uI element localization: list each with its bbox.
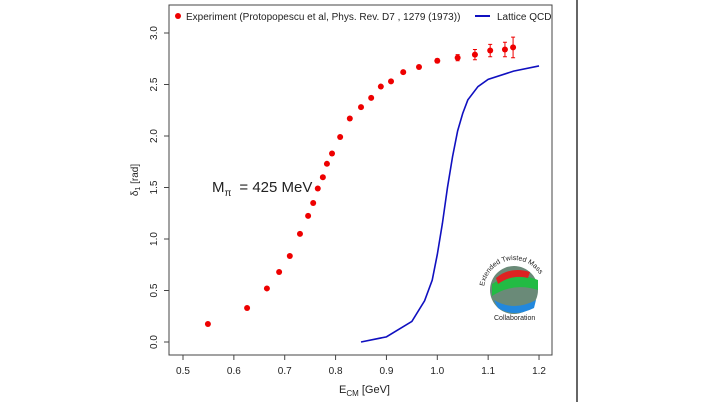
experiment-point [471, 51, 478, 58]
svg-text:Mπ= 425 MeV: Mπ = 425 MeV [212, 179, 312, 199]
experiment-point [329, 150, 336, 157]
x-tick-label: 1.0 [430, 366, 444, 377]
svg-text:δ1 [rad]: δ1 [rad] [130, 164, 142, 196]
y-tick-label: 2.0 [149, 129, 160, 143]
experiment-point [323, 160, 330, 167]
experiment-point [400, 69, 407, 76]
experiment-point [319, 174, 326, 181]
y-tick-label: 2.5 [149, 77, 160, 91]
svg-text:ECM [GeV]: ECM [GeV] [339, 384, 390, 398]
y-axis-label: δ1 [rad] [130, 164, 142, 196]
y-tick-label: 1.5 [149, 180, 160, 194]
experiment-point [244, 305, 251, 312]
experiment-point [310, 199, 317, 206]
experiment-point [501, 46, 508, 53]
mpi-annotation: Mπ = 425 MeV [212, 179, 312, 199]
experiment-point [434, 57, 441, 64]
experiment-point [415, 63, 422, 70]
experiment-point [358, 104, 365, 111]
experiment-point [314, 185, 321, 192]
experiment-point [286, 252, 293, 259]
x-tick-label: 1.1 [481, 366, 495, 377]
experiment-point [388, 78, 395, 85]
x-tick-label: 0.9 [379, 366, 393, 377]
lattice-qcd-line [360, 65, 540, 343]
experiment-point [454, 54, 461, 61]
x-tick-label: 0.8 [329, 366, 343, 377]
experiment-point [204, 320, 211, 327]
experiment-point [487, 47, 494, 54]
x-tick-label: 0.7 [278, 366, 292, 377]
y-tick-label: 0.5 [149, 283, 160, 297]
experiment-point [276, 268, 283, 275]
y-tick-label: 1.0 [149, 232, 160, 246]
x-tick-label: 1.2 [532, 366, 546, 377]
experiment-point [346, 115, 353, 122]
experiment-point [263, 285, 270, 292]
etmc-logo: Extended Twisted Mass Collaboration [479, 255, 544, 322]
svg-text:Collaboration: Collaboration [494, 315, 535, 322]
experiment-point [305, 212, 312, 219]
experiment-point [296, 230, 303, 237]
legend-experiment-label: Experiment (Protopopescu et al, Phys. Re… [186, 12, 460, 23]
legend-experiment-marker [175, 13, 181, 19]
experiment-point [510, 44, 517, 51]
experiment-point [368, 94, 375, 101]
experiment-point [377, 83, 384, 90]
x-axis-label: ECM [GeV] [339, 384, 390, 398]
x-tick-label: 0.5 [176, 366, 190, 377]
legend-lattice-label: Lattice QCD [497, 12, 551, 23]
plot-frame [168, 4, 553, 356]
y-tick-label: 3.0 [149, 26, 160, 40]
y-tick-label: 0.0 [149, 335, 160, 349]
x-tick-label: 0.6 [227, 366, 241, 377]
experiment-point [337, 134, 344, 141]
legend: Experiment (Protopopescu et al, Phys. Re… [175, 12, 551, 23]
